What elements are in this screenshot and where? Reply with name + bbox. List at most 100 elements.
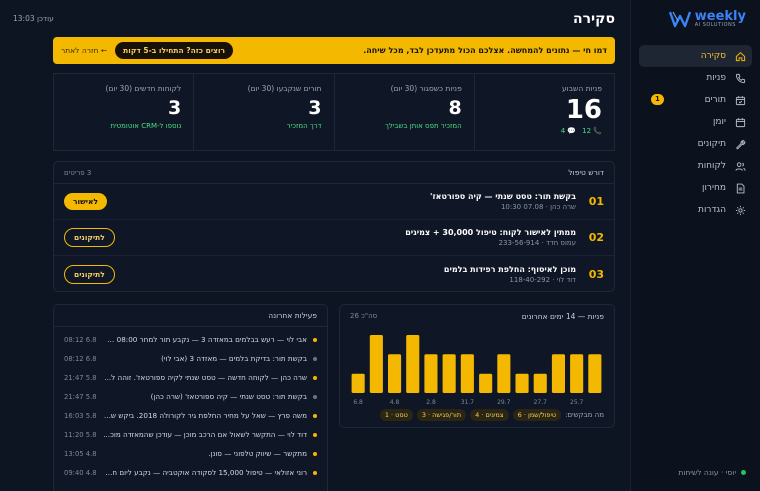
main-content: סקירה עודכן 13:03 דמו חי — נתונים להמחשה… [13, 0, 615, 491]
activity-item[interactable]: משה פרץ — שאל על מחיר החלפת גיר לקורולה … [54, 406, 327, 425]
activity-text: בקשת תור: בדיקת בלמים — מאזדה 3 (אבי לוי… [161, 354, 307, 363]
attention-title: דורש טיפול [568, 168, 604, 177]
activity-panel: פעילות אחרונה אבי לוי — רעש בבלמים במאזד… [53, 304, 328, 491]
list-item[interactable]: 02 ממתין לאישור לקוח: טיפול 30,000 + צמי… [54, 220, 614, 256]
activity-time: 08:12 6.8 [64, 335, 97, 344]
to-repairs-button[interactable]: לתיקונים [64, 228, 115, 247]
stat-weekly-inquiries: פניות השבוע 16 📞 12 💬 4 [473, 74, 614, 150]
sidebar: weekly AI SOLUTIONS סקירה פניות תורים 1 [630, 0, 760, 491]
activity-item[interactable]: אבי לוי — רעש בבלמים במאזדה 3 — נקבע תור… [54, 330, 327, 349]
activity-item[interactable]: דוד לוי — התקשר לשאול אם הרכב מוכן — עוד… [54, 425, 327, 444]
item-number: 03 [588, 267, 604, 281]
activity-time: 21:47 5.8 [64, 392, 97, 401]
activity-item[interactable]: שרה כהן — לקוחה חדשה — טסט שנתי לקיה ספו… [54, 368, 327, 387]
chart-bar[interactable] [351, 373, 365, 393]
chart-bar[interactable] [424, 354, 438, 393]
stat-label: לקוחות חדשים (30 יום) [105, 84, 182, 93]
stat-appointments: תורים שנקבעו (30 יום) 3 דרך המזכיר [193, 74, 333, 150]
sidebar-item-calendar[interactable]: יומן [639, 111, 752, 133]
sidebar-item-pricelist[interactable]: מחירון [639, 177, 752, 199]
activity-time: 13:05 4.8 [64, 449, 97, 458]
chart-total: סה"כ 26 [350, 312, 378, 320]
chart-tick-label: 25.7 [570, 399, 584, 405]
chart-bar[interactable] [460, 354, 474, 393]
chart-bar[interactable] [406, 335, 420, 393]
activity-item[interactable]: בקשת תור: טסט שנתי — קיה ספורטאז' (שרה כ… [54, 387, 327, 406]
banner-actions: רוצים כזה? התחילו ב-5 דקות ← חזרה לאתר [61, 42, 234, 59]
chart-bar[interactable] [551, 354, 565, 393]
list-item[interactable]: 01 בקשת תור: טסט שנתי — קיה ספורטאז' שרה… [54, 184, 614, 220]
item-number: 01 [588, 195, 604, 208]
activity-header: פעילות אחרונה [54, 305, 327, 327]
chart-bar[interactable] [515, 373, 529, 393]
chart-bar[interactable] [369, 335, 383, 393]
activity-text: בקשת תור: טסט שנתי — קיה ספורטאז' (שרה כ… [150, 392, 307, 401]
stat-label: תורים שנקבעו (30 יום) [247, 84, 322, 93]
chart-bar[interactable] [497, 354, 511, 393]
stat-sub: המזכיר תפס אותן בשבילך [385, 122, 462, 130]
chart-bar[interactable] [479, 373, 493, 393]
chart-tick-label: 31.7 [461, 399, 475, 405]
activity-list: אבי לוי — רעש בבלמים במאזדה 3 — נקבע תור… [54, 327, 327, 482]
activity-title: פעילות אחרונה [268, 311, 317, 320]
sidebar-item-label: תיקונים [697, 139, 726, 149]
activity-text: מתקשר — שיווק טלפוני — סונן. [208, 449, 307, 458]
chart-bar[interactable] [588, 354, 602, 393]
brand-sub: AI SOLUTIONS [694, 21, 736, 28]
item-body: בקשת תור: טסט שנתי — קיה ספורטאז' שרה כה… [107, 192, 582, 211]
topic-tag[interactable]: צמיגים · 4 [470, 409, 509, 421]
chart-bar[interactable] [442, 354, 456, 393]
start-now-button[interactable]: רוצים כזה? התחילו ב-5 דקות [115, 42, 234, 59]
sidebar-item-appointments[interactable]: תורים 1 [639, 89, 752, 111]
activity-item[interactable]: רוני אזולאי — טיפול 15,000 לסקודה אוקטבי… [54, 463, 327, 482]
activity-dot-icon [313, 375, 317, 380]
stats-row: פניות השבוע 16 📞 12 💬 4 פניות כשסגור (30… [53, 73, 615, 151]
inquiries-bar-chart: 6.8 4.8 2.8 31.7 29.7 27.7 25.7 [351, 335, 602, 405]
activity-text: שרה כהן — לקוחה חדשה — טסט שנתי לקיה ספו… [104, 373, 307, 382]
chart-bar[interactable] [388, 354, 402, 393]
chart-bar[interactable] [533, 373, 547, 393]
topic-tag[interactable]: טסט · 1 [379, 409, 413, 421]
sidebar-item-settings[interactable]: הגדרות [639, 199, 752, 221]
banner-text: דמו חי — נתונים להמחשה. אצלכם הכול מתעדכ… [363, 46, 607, 55]
last-updated: עודכן 13:03 [13, 14, 54, 23]
brand-logo[interactable]: weekly AI SOLUTIONS [668, 10, 746, 28]
activity-text: דוד לוי — התקשר לשאול אם הרכב מוכן — עוד… [103, 430, 307, 439]
activity-item[interactable]: בקשת תור: בדיקת בלמים — מאזדה 3 (אבי לוי… [54, 349, 327, 368]
sidebar-item-overview[interactable]: סקירה [639, 45, 752, 67]
stat-value: 3 [308, 97, 322, 119]
chart-bar[interactable] [570, 354, 584, 393]
approve-button[interactable]: לאישור [64, 193, 107, 210]
activity-time: 08:12 6.8 [64, 354, 97, 363]
activity-item[interactable]: מתקשר — שיווק טלפוני — סונן. 13:05 4.8 [54, 444, 327, 463]
topic-tag[interactable]: טיפול/שמן · 6 [512, 409, 562, 421]
page-title: סקירה [573, 11, 615, 27]
calendar-icon [734, 94, 746, 106]
topic-tag[interactable]: תור/פגישה · 3 [416, 409, 467, 421]
sidebar-item-label: תורים [704, 95, 726, 105]
chart-tick-label: 27.7 [534, 399, 548, 405]
item-body: מוכן לאיסוף: החלפת רפידות בלמים דוד לוי … [115, 265, 582, 284]
wrench-icon [734, 138, 746, 150]
activity-time: 09:40 4.8 [64, 468, 97, 477]
item-sub: שרה כהן · 07.08 10:30 [500, 203, 576, 211]
back-to-site-link[interactable]: ← חזרה לאתר [61, 46, 108, 55]
demo-banner: דמו חי — נתונים להמחשה. אצלכם הכול מתעדכ… [53, 37, 615, 64]
sidebar-item-label: יומן [712, 117, 726, 127]
chart-tick-label: 2.8 [426, 399, 436, 405]
sidebar-item-repairs[interactable]: תיקונים [639, 133, 752, 155]
to-repairs-button[interactable]: לתיקונים [64, 264, 115, 284]
item-number: 02 [588, 231, 604, 244]
activity-dot-icon [313, 432, 317, 437]
sidebar-item-customers[interactable]: לקוחות [639, 155, 752, 177]
sidebar-item-inquiries[interactable]: פניות [639, 67, 752, 89]
appointments-badge: 1 [651, 94, 664, 105]
list-item[interactable]: 03 מוכן לאיסוף: החלפת רפידות בלמים דוד ל… [54, 256, 614, 292]
phone-icon [734, 72, 746, 84]
activity-text: רוני אזולאי — טיפול 15,000 לסקודה אוקטבי… [102, 468, 307, 477]
stat-value: 8 [448, 97, 462, 119]
assistant-status-text: יוסי · עונה לשיחות [678, 468, 736, 477]
stat-value: 3 [168, 97, 182, 119]
attention-count: 3 פריטים [64, 168, 92, 177]
item-sub: עמוס חדד · 233-56-914 [498, 239, 576, 247]
